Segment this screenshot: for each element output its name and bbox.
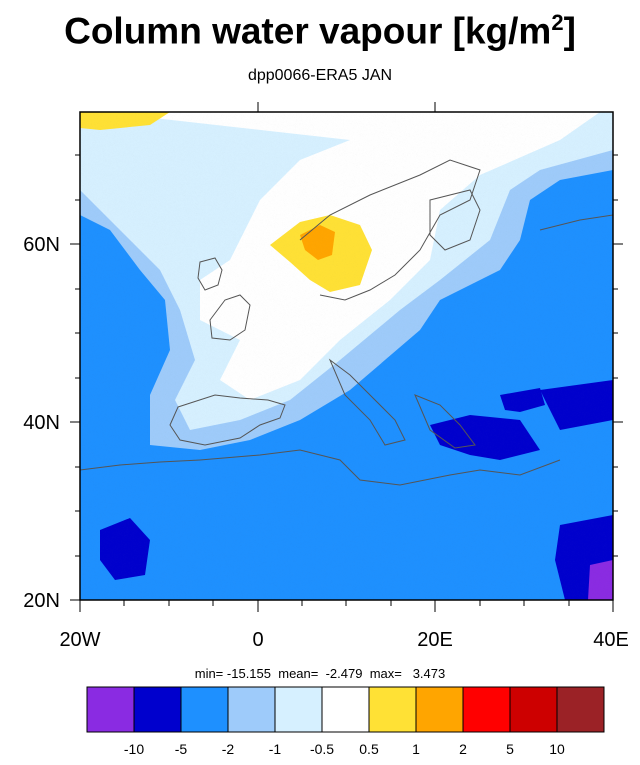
colorbar-swatch — [415, 686, 464, 733]
colorbar-swatch — [509, 686, 558, 733]
colorbar-label: -0.5 — [310, 741, 334, 757]
colorbar-swatch — [274, 686, 323, 733]
anomaly-field — [80, 112, 613, 600]
colorbar-swatch — [368, 686, 417, 733]
colorbar-swatch — [556, 686, 605, 733]
colorbar-label: 10 — [549, 741, 565, 757]
colorbar-label: 2 — [459, 741, 467, 757]
colorbar-swatch — [133, 686, 182, 733]
colorbar-swatch — [180, 686, 229, 733]
lat-label-40n: 40N — [23, 412, 60, 434]
colorbar-label: -1 — [269, 741, 282, 757]
colorbar-label: 0.5 — [359, 741, 379, 757]
lon-label-20w: 20W — [59, 629, 100, 651]
stat-min: -15.155 — [226, 666, 271, 681]
lon-label-40e: 40E — [593, 629, 629, 651]
colorbar-swatch — [227, 686, 276, 733]
chart-title: Column water vapour [kg/m2] — [64, 10, 576, 52]
lat-label-60n: 60N — [23, 234, 60, 256]
chart-subtitle: dpp0066-ERA5 JAN — [247, 67, 393, 84]
colorbar: -10 -5 -2 -1 -0.5 0.5 1 2 5 10 — [86, 686, 605, 757]
stats-line: min= -15.155 mean= -2.479 max= 3.473 — [194, 666, 446, 681]
colorbar-label: -5 — [175, 741, 188, 757]
colorbar-swatch — [321, 686, 370, 733]
colorbar-label: 5 — [506, 741, 514, 757]
stat-max: 3.473 — [412, 666, 446, 681]
lon-label-20e: 20E — [417, 629, 453, 651]
lat-label-20n: 20N — [23, 590, 60, 612]
colorbar-label: -2 — [222, 741, 235, 757]
colorbar-swatch — [86, 686, 135, 733]
colorbar-label: 1 — [412, 741, 420, 757]
colorbar-swatch — [462, 686, 511, 733]
colorbar-label: -10 — [124, 741, 144, 757]
stat-mean: -2.479 — [325, 666, 363, 681]
lon-label-0: 0 — [252, 629, 263, 651]
axis-ticks — [70, 102, 623, 612]
